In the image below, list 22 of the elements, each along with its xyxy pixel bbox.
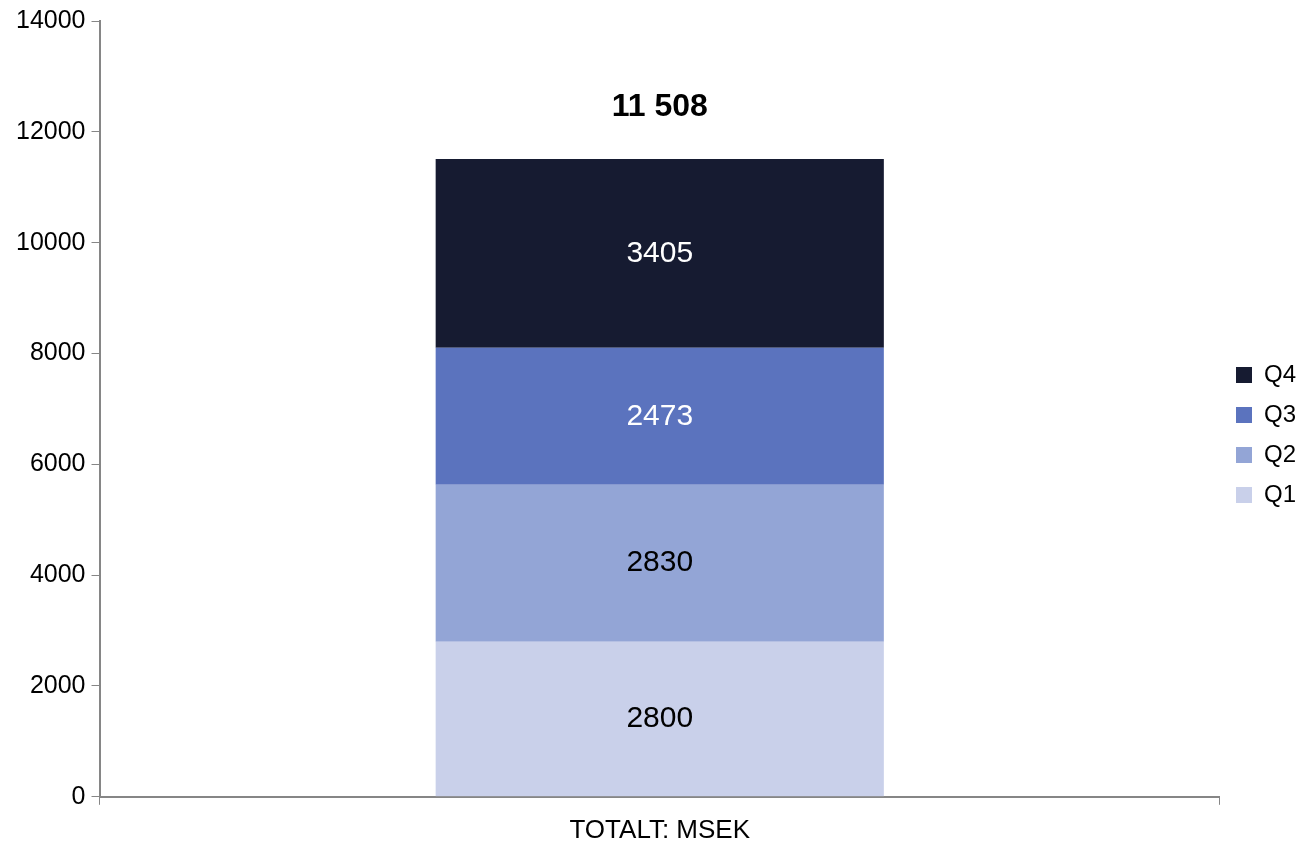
legend-label: Q1 <box>1263 479 1296 507</box>
bar <box>435 347 884 485</box>
y-tick-label: 14000 <box>15 4 86 33</box>
bar <box>435 159 884 348</box>
bar <box>435 484 884 642</box>
data-label: 3405 <box>626 234 694 268</box>
y-tick-label: 0 <box>71 780 86 809</box>
y-tick-label: 6000 <box>29 448 86 477</box>
y-tick-label: 4000 <box>29 559 86 588</box>
data-label: 2473 <box>626 397 694 431</box>
y-tick-label: 12000 <box>15 115 86 144</box>
legend-label: Q4 <box>1263 359 1296 387</box>
data-label: 2800 <box>626 700 694 734</box>
legend-label: Q3 <box>1263 399 1296 427</box>
bar <box>435 641 884 797</box>
total-label: 11 508 <box>611 86 708 123</box>
y-tick-label: 8000 <box>29 337 86 366</box>
legend-label: Q2 <box>1263 439 1296 467</box>
data-label: 2830 <box>626 544 694 578</box>
x-tick-label: TOTALT: MSEK <box>569 813 751 844</box>
y-tick-label: 2000 <box>29 669 86 698</box>
y-tick-label: 10000 <box>15 226 86 255</box>
